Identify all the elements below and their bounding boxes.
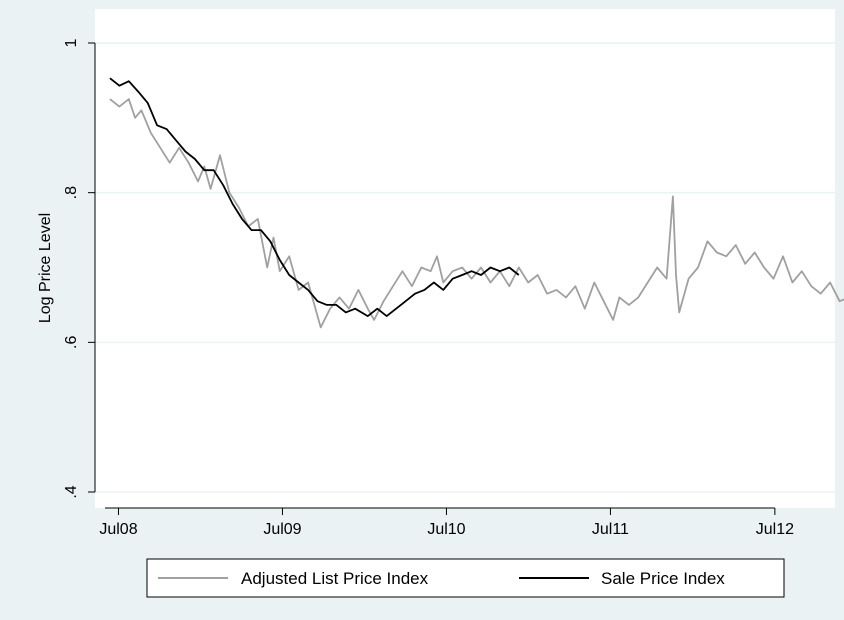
x-tick-label: Jul12 [756, 521, 794, 538]
x-tick-label: Jul11 [592, 521, 629, 538]
gridlines [95, 42, 835, 493]
y-tick-label: .8 [63, 186, 80, 199]
y-tick-label: .4 [63, 485, 80, 498]
x-tick-label: Jul10 [427, 521, 465, 538]
series-line-adjusted-list-price [109, 98, 844, 329]
series-line-sale-price [109, 77, 520, 317]
legend-label-adjusted-list: Adjusted List Price Index [241, 569, 429, 588]
x-axis: Jul08 Jul09 Jul10 Jul11 Jul12 [99, 507, 794, 538]
legend: Adjusted List Price Index Sale Price Ind… [146, 558, 785, 598]
y-axis: .4 .6 .8 1 [63, 38, 96, 499]
y-tick-label: 1 [63, 38, 80, 47]
series-lines [109, 77, 844, 329]
plot-area [95, 9, 835, 508]
legend-box [146, 558, 785, 598]
x-tick-label: Jul09 [263, 521, 301, 538]
legend-label-sale-price: Sale Price Index [601, 569, 725, 588]
x-tick-label: Jul08 [99, 521, 137, 538]
y-axis-title: Log Price Level [37, 213, 54, 323]
y-tick-label: .6 [63, 336, 80, 349]
